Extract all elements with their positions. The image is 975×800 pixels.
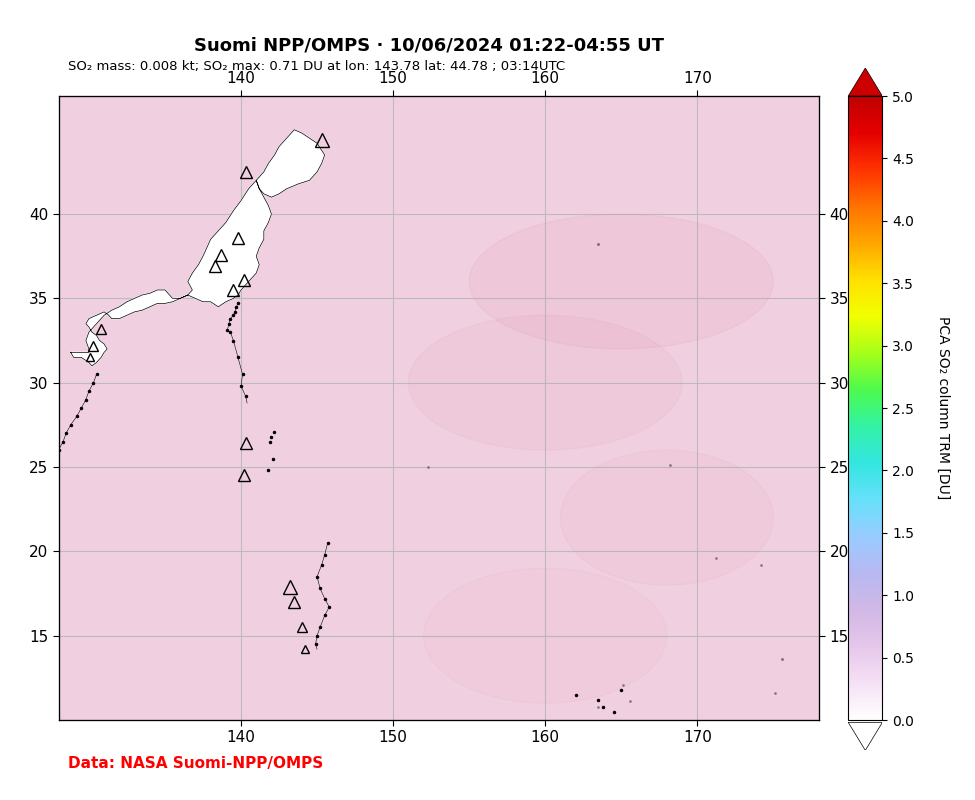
Y-axis label: PCA SO₂ column TRM [DU]: PCA SO₂ column TRM [DU] — [936, 316, 951, 500]
Polygon shape — [848, 722, 882, 750]
Text: Suomi NPP/OMPS · 10/06/2024 01:22-04:55 UT: Suomi NPP/OMPS · 10/06/2024 01:22-04:55 … — [194, 36, 664, 54]
Ellipse shape — [409, 315, 682, 450]
Text: Data: NASA Suomi-NPP/OMPS: Data: NASA Suomi-NPP/OMPS — [68, 756, 324, 771]
Ellipse shape — [469, 214, 773, 349]
Ellipse shape — [423, 568, 667, 703]
Polygon shape — [848, 68, 882, 96]
Polygon shape — [70, 130, 325, 366]
Text: SO₂ mass: 0.008 kt; SO₂ max: 0.71 DU at lon: 143.78 lat: 44.78 ; 03:14UTC: SO₂ mass: 0.008 kt; SO₂ max: 0.71 DU at … — [68, 60, 566, 73]
Ellipse shape — [561, 450, 773, 585]
